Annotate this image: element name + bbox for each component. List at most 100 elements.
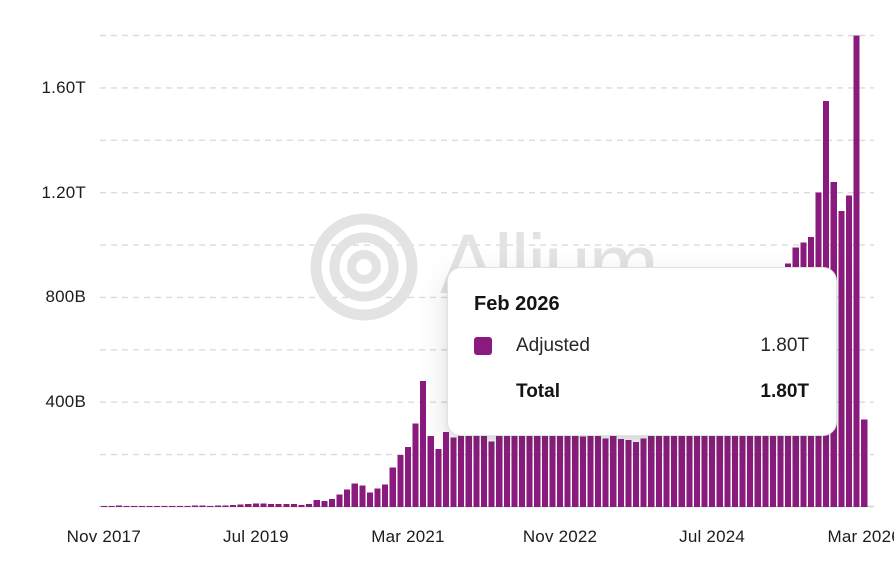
bar[interactable] <box>313 499 320 507</box>
bar[interactable] <box>153 506 161 507</box>
bar[interactable] <box>853 35 860 508</box>
bar[interactable] <box>465 423 472 507</box>
concentric-circles-logo-icon <box>310 213 418 321</box>
bar[interactable] <box>359 485 366 507</box>
bar[interactable] <box>146 506 153 507</box>
bar[interactable] <box>709 404 716 507</box>
bar[interactable] <box>488 441 495 507</box>
bar[interactable] <box>450 437 457 507</box>
bar[interactable] <box>534 428 541 507</box>
bar[interactable] <box>366 492 373 507</box>
bar[interactable] <box>564 432 571 507</box>
bar[interactable] <box>587 423 594 507</box>
y-axis-tick-label: 800B <box>45 287 86 307</box>
bar[interactable] <box>374 488 381 507</box>
tooltip-row-adjusted: Adjusted 1.80T <box>474 333 809 359</box>
bar[interactable] <box>290 503 297 507</box>
bar[interactable] <box>435 449 442 507</box>
bar[interactable] <box>861 419 868 507</box>
bar[interactable] <box>420 381 427 507</box>
bar[interactable] <box>503 416 510 507</box>
bar[interactable] <box>207 505 214 507</box>
bar[interactable] <box>541 425 548 507</box>
bar[interactable] <box>496 420 503 507</box>
bar[interactable] <box>845 195 853 508</box>
bar[interactable] <box>473 417 480 507</box>
bar[interactable] <box>678 389 685 507</box>
bar[interactable] <box>382 484 389 507</box>
bar[interactable] <box>214 505 221 507</box>
bar[interactable] <box>268 503 275 507</box>
bar[interactable] <box>336 494 343 507</box>
bar[interactable] <box>199 505 206 507</box>
bar[interactable] <box>184 505 191 507</box>
bar[interactable] <box>648 431 655 507</box>
bar[interactable] <box>655 420 662 507</box>
bar[interactable] <box>412 423 419 507</box>
bar[interactable] <box>222 505 229 507</box>
bar[interactable] <box>686 396 693 507</box>
bar[interactable] <box>480 425 488 507</box>
tooltip-title: Feb 2026 <box>474 293 560 315</box>
bar[interactable] <box>739 376 746 507</box>
bar[interactable] <box>610 435 617 507</box>
bar[interactable] <box>556 420 564 507</box>
bar[interactable] <box>169 506 176 507</box>
bar[interactable] <box>518 420 526 507</box>
bar[interactable] <box>344 489 351 507</box>
bar[interactable] <box>252 503 259 507</box>
bar[interactable] <box>176 505 183 507</box>
x-axis-tick-label: Nov 2017 <box>66 527 141 546</box>
bar[interactable] <box>351 483 358 507</box>
bar[interactable] <box>693 394 700 507</box>
bar[interactable] <box>427 435 434 507</box>
bar[interactable] <box>100 506 107 507</box>
bar[interactable] <box>192 505 199 507</box>
bar[interactable] <box>298 504 305 507</box>
bar[interactable] <box>404 447 412 507</box>
bar[interactable] <box>716 407 723 507</box>
bar[interactable] <box>663 410 670 507</box>
bar[interactable] <box>161 506 168 507</box>
bar[interactable] <box>230 504 237 507</box>
bar[interactable] <box>633 442 640 507</box>
bar[interactable] <box>526 429 533 507</box>
tooltip-row-total: Total 1.80T <box>474 379 809 405</box>
bar[interactable] <box>701 399 708 507</box>
bar[interactable] <box>731 402 738 507</box>
bar[interactable] <box>640 438 647 507</box>
bar[interactable] <box>625 440 632 507</box>
bar[interactable] <box>762 379 769 507</box>
bar[interactable] <box>602 438 609 507</box>
bar[interactable] <box>321 500 328 507</box>
bar[interactable] <box>328 498 335 507</box>
bar[interactable] <box>245 504 252 507</box>
bar[interactable] <box>595 433 602 507</box>
bar[interactable] <box>724 411 731 507</box>
bar[interactable] <box>389 467 396 507</box>
bar[interactable] <box>754 370 761 507</box>
bar[interactable] <box>617 438 624 507</box>
bar[interactable] <box>442 431 450 507</box>
bar[interactable] <box>115 505 123 507</box>
bar[interactable] <box>108 505 115 507</box>
bar[interactable] <box>511 402 518 507</box>
bar[interactable] <box>237 504 244 507</box>
bar[interactable] <box>275 503 282 507</box>
bar[interactable] <box>283 503 290 507</box>
bar[interactable] <box>306 503 313 507</box>
bar[interactable] <box>131 505 138 507</box>
bar[interactable] <box>138 506 145 507</box>
bar[interactable] <box>572 431 579 507</box>
y-axis-tick-label: 1.60T <box>41 77 86 97</box>
bar[interactable] <box>458 431 465 507</box>
bar[interactable] <box>397 455 404 507</box>
bar[interactable] <box>838 211 845 507</box>
bar[interactable] <box>671 402 678 507</box>
bar[interactable] <box>260 503 267 507</box>
bar[interactable] <box>579 436 586 507</box>
bar[interactable] <box>549 431 556 507</box>
bar[interactable] <box>123 505 130 507</box>
